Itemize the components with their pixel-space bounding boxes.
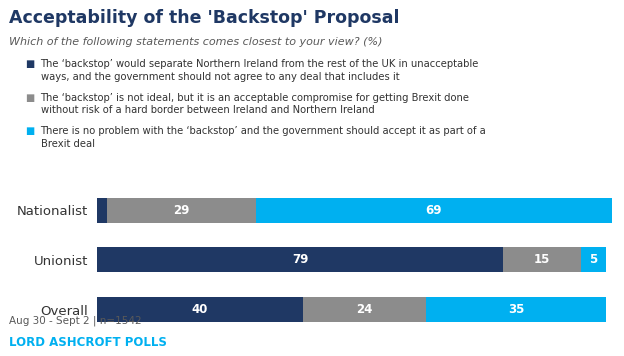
Bar [504,247,580,272]
Bar [97,247,504,272]
Text: ■: ■ [25,93,34,103]
Text: 79: 79 [292,253,308,266]
Text: 69: 69 [426,204,442,216]
Text: 29: 29 [173,204,190,216]
Text: The ‘backstop’ would separate Northern Ireland from the rest of the UK in unacce: The ‘backstop’ would separate Northern I… [41,59,479,82]
Text: 35: 35 [508,303,524,316]
Bar [426,297,607,322]
Text: There is no problem with the ‘backstop’ and the government should accept it as p: There is no problem with the ‘backstop’ … [41,126,486,149]
Bar [97,297,303,322]
Bar [256,198,612,222]
Text: 40: 40 [192,303,208,316]
Text: The ‘backstop’ is not ideal, but it is an acceptable compromise for getting Brex: The ‘backstop’ is not ideal, but it is a… [41,93,469,115]
Text: ■: ■ [25,59,34,69]
Bar [580,247,607,272]
Bar [97,198,107,222]
Bar [107,198,256,222]
Text: LORD ASHCROFT POLLS: LORD ASHCROFT POLLS [9,336,167,350]
Bar [303,297,426,322]
Text: ■: ■ [25,126,34,136]
Text: Which of the following statements comes closest to your view? (%): Which of the following statements comes … [9,37,383,47]
Text: 5: 5 [590,253,598,266]
Text: Aug 30 - Sept 2 | n=1542: Aug 30 - Sept 2 | n=1542 [9,315,142,325]
Text: 15: 15 [534,253,550,266]
Text: 24: 24 [356,303,373,316]
Text: Acceptability of the 'Backstop' Proposal: Acceptability of the 'Backstop' Proposal [9,9,400,27]
